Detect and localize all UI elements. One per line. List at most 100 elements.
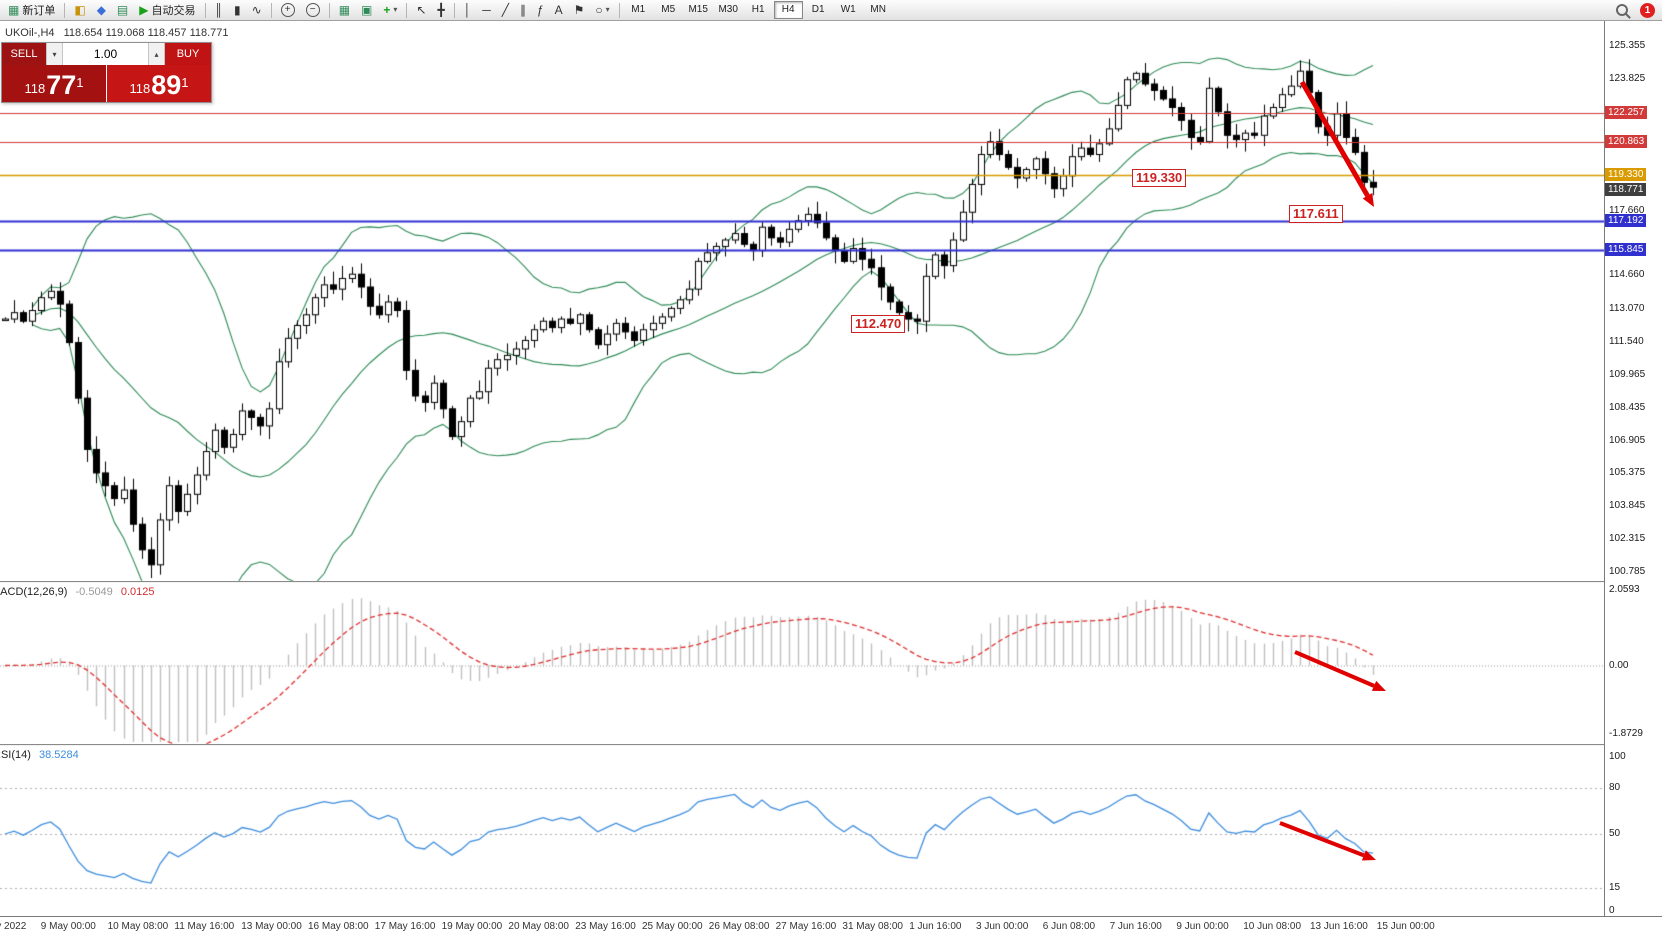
trendline-tool-button[interactable]: ╱ [497,1,514,20]
new-order-button[interactable]: ▦ 新订单 [3,1,60,20]
volume-increase-button[interactable]: ▴ [148,43,165,65]
time-axis-label: 13 May 00:00 [241,921,302,932]
time-axis-label: 1 Jun 16:00 [909,921,962,932]
shapes-tool-button[interactable]: ○ ▾ [590,1,614,20]
line-chart-button[interactable]: ∿ [247,1,267,20]
macd-name: MACD(12,26,9) [0,586,68,598]
sell-price-point: 1 [76,75,84,90]
symbol-ohlc-values: 118.654 119.068 118.457 118.771 [63,27,229,39]
market-watch-button[interactable]: ◧ [69,1,90,20]
shapes-icon: ○ [595,3,603,17]
indicators-plus-icon: + [383,3,391,17]
time-axis-label: 25 May 00:00 [642,921,703,932]
time-axis-label: 13 Jun 16:00 [1310,921,1368,932]
buy-price-button[interactable]: 118 89 1 [107,65,211,102]
panel-separator [0,581,1662,582]
horizontal-line-tool-button[interactable]: ─ [477,1,496,20]
fibonacci-icon: ƒ [536,3,544,17]
timeframe-button-m5[interactable]: M5 [661,4,676,15]
sell-button[interactable]: SELL [2,43,46,65]
zoom-in-button[interactable]: + [276,1,300,20]
bar-chart-button[interactable]: ║ [210,1,229,20]
chart-canvas[interactable] [0,21,1604,916]
cascade-windows-button[interactable]: ▣ [356,1,377,20]
time-axis-label: 10 Jun 08:00 [1243,921,1302,932]
rsi-axis-label: 100 [1609,751,1626,762]
timeframe-button-h4[interactable]: H4 [773,1,803,19]
label-flag-icon: ⚑ [573,3,585,17]
price-axis-label: 109.965 [1609,369,1646,381]
volume-decrease-button[interactable]: ▾ [46,43,63,65]
search-icon[interactable] [1616,4,1628,16]
timeframe-button-d1[interactable]: D1 [811,4,825,15]
time-axis-label: 9 May 00:00 [40,921,96,932]
price-axis-label: 125.355 [1609,40,1646,52]
chart-overlays: 112.470 119.330 117.611 [0,21,1604,916]
one-click-trading-panel: SELL ▾ ▴ BUY 118 77 1 118 89 1 [1,42,212,103]
time-axis-label: 31 May 08:00 [842,921,903,932]
bar-chart-icon: ║ [214,3,224,17]
tile-windows-button[interactable]: ▦ [334,1,355,20]
macd-axis-label: 0.00 [1609,659,1629,671]
toolbar-separator [204,2,206,18]
label-tool-button[interactable]: ⚑ [569,1,590,20]
price-annotation[interactable]: 112.470 [851,315,906,333]
cursor-tool-button[interactable]: ↖ [411,1,431,20]
zoom-out-button[interactable]: − [301,1,325,20]
sell-price-pips: 77 [46,70,77,100]
buy-button[interactable]: BUY [165,43,211,65]
terminal-button[interactable]: ▤ [112,1,133,20]
vertical-line-icon: │ [463,3,472,17]
text-tool-button[interactable]: A [550,1,568,20]
trend-arrow[interactable] [1283,640,1398,703]
rsi-axis-label: 50 [1609,828,1621,839]
cascade-windows-icon: ▣ [361,3,373,17]
price-annotation[interactable]: 117.611 [1289,205,1343,223]
chevron-down-icon: ▾ [605,5,610,14]
navigator-button[interactable]: ◆ [92,1,111,20]
timeframe-button-m30[interactable]: M30 [718,4,738,15]
trend-arrow[interactable] [1290,70,1386,219]
timeframe-button-mn[interactable]: MN [870,4,886,15]
volume-input[interactable] [63,43,148,65]
channel-tool-button[interactable]: ∥ [515,1,531,20]
autotrading-button[interactable]: ▶ 自动交易 [134,1,200,20]
candlestick-chart-icon: ▮ [234,3,241,17]
candlestick-chart-button[interactable]: ▮ [229,1,246,20]
toolbar-separator [328,2,330,18]
autotrading-label: 自动交易 [151,5,196,17]
notification-badge[interactable]: 1 [1640,2,1655,18]
time-axis-label: 19 May 00:00 [441,921,503,932]
crosshair-tool-button[interactable]: ╋ [432,1,449,20]
symbol-ohlc-header: UKOil-,H4 118.654 119.068 118.457 118.77… [5,27,235,39]
rsi-axis-label: 80 [1609,781,1621,793]
toolbar-separator [406,2,408,18]
trend-arrow[interactable] [1268,811,1388,872]
timeframe-button-h1[interactable]: H1 [751,4,765,15]
toolbar-separator [618,2,620,18]
vertical-line-tool-button[interactable]: │ [459,1,477,20]
indicators-button[interactable]: + ▾ [378,1,402,20]
rsi-value: 38.5284 [38,749,79,761]
macd-axis-label: 2.0593 [1609,584,1640,595]
timeframe-button-m15[interactable]: M15 [688,4,708,15]
price-axis-label: 105.375 [1609,467,1646,479]
time-axis-label: 9 Jun 00:00 [1176,921,1229,932]
time-axis: 6 May 2022 9 May 00:00 10 May 08:00 11 May … [0,916,1662,937]
hline-price-badge: 117.192 [1605,213,1647,227]
chevron-down-icon: ▾ [393,5,398,14]
horizontal-line-icon: ─ [482,3,491,17]
time-axis-label: 7 Jun 16:00 [1109,921,1162,932]
time-axis-label: 27 May 16:00 [775,921,837,932]
price-axis-label: 103.845 [1609,500,1646,512]
fibonacci-tool-button[interactable]: ƒ [532,1,549,20]
trendline-icon: ╱ [501,3,509,17]
time-axis-label: 3 Jun 00:00 [976,921,1029,932]
terminal-icon: ▤ [116,3,129,17]
timeframe-button-m1[interactable]: M1 [631,4,646,15]
sell-price-button[interactable]: 118 77 1 [2,65,107,102]
price-axis-label: 117.660 [1609,204,1645,216]
symbol-title: UKOil-,H4 [5,27,55,39]
price-annotation[interactable]: 119.330 [1132,169,1187,187]
timeframe-button-w1[interactable]: W1 [840,4,856,15]
